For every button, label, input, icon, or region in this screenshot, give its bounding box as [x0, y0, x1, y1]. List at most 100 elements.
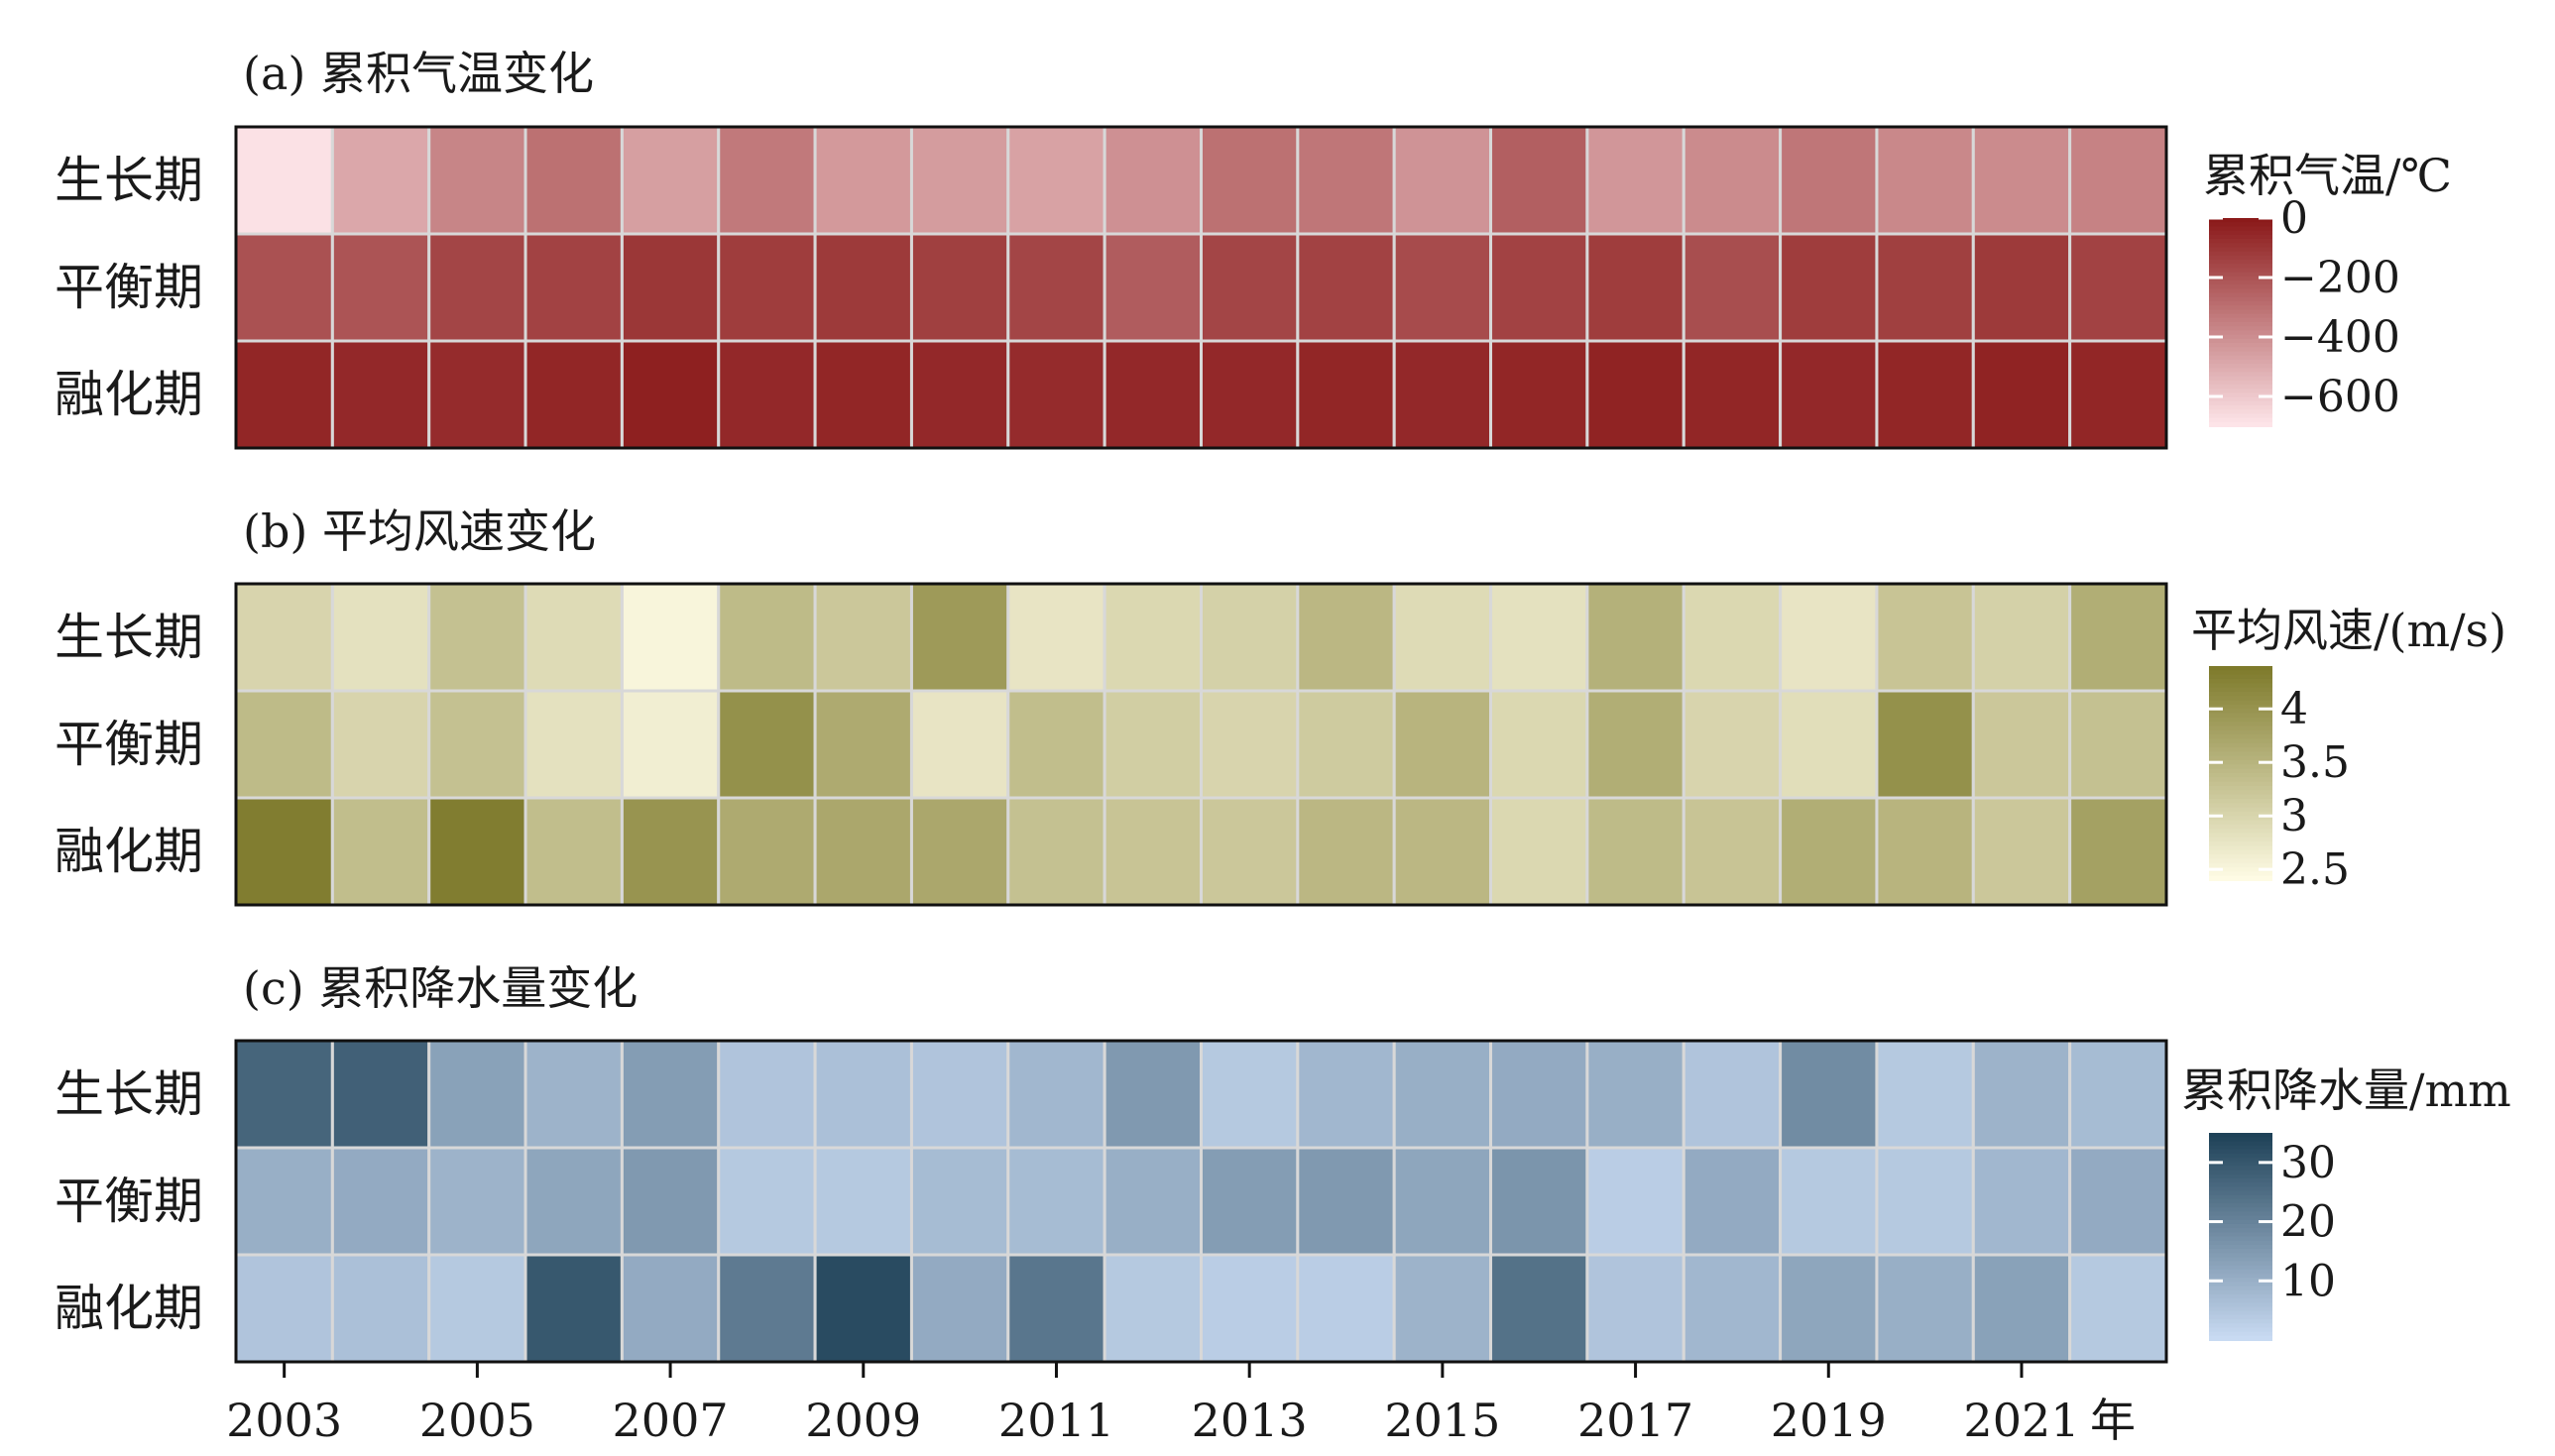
row-label-melting: 融化期: [55, 366, 203, 423]
colorbar-segment: [2209, 1149, 2272, 1155]
heatmap-cell: [1875, 1146, 1975, 1257]
colorbar-tick-label: 2.5: [2280, 844, 2350, 895]
colorbar-tick-label: 30: [2280, 1138, 2336, 1188]
colorbar-segment: [2209, 260, 2272, 266]
heatmap-cell: [909, 1039, 1010, 1150]
colorbar-segment: [2209, 1253, 2272, 1259]
heatmap-cell: [620, 1146, 721, 1257]
heatmap-cell: [1971, 1146, 2072, 1257]
heatmap-cell: [909, 582, 1010, 693]
colorbar-segment: [2209, 729, 2272, 736]
heatmap-cell: [1392, 1039, 1493, 1150]
heatmap-cell: [1779, 1039, 1879, 1150]
heatmap-cell: [1296, 1253, 1396, 1364]
heatmap-cell: [1682, 339, 1783, 450]
panel-title-wind: (b) 平均风速变化: [243, 504, 596, 558]
colorbar-segment: [2209, 696, 2272, 702]
heatmap-cell: [427, 1146, 527, 1257]
colorbar-segment: [2209, 713, 2272, 719]
heatmap-cell: [1296, 339, 1396, 450]
row-label-growth: 生长期: [55, 609, 203, 666]
heatmap-cell: [1200, 339, 1300, 450]
heatmap-cell: [1392, 689, 1493, 800]
colorbar-segment: [2209, 1310, 2272, 1316]
colorbar-segment: [2209, 392, 2272, 398]
heatmap-cell: [1392, 1253, 1493, 1364]
heatmap-cell: [1392, 1146, 1493, 1257]
year-axis-unit: 年: [2090, 1394, 2136, 1447]
heatmap-cell: [1200, 125, 1300, 236]
colorbar-segment: [2209, 380, 2272, 386]
heatmap-cell: [717, 125, 817, 236]
heatmap-cell: [909, 1146, 1010, 1257]
heatmap-cell: [2068, 1039, 2168, 1150]
heatmap-cell: [1875, 689, 1975, 800]
row-label-balance: 平衡期: [55, 259, 203, 316]
colorbar-segment: [2209, 1265, 2272, 1271]
heatmap-cell: [2068, 582, 2168, 693]
legend-title-wind: 平均风速/(m/s): [2191, 604, 2506, 657]
colorbar-segment: [2209, 400, 2272, 406]
heatmap-cell: [813, 1039, 913, 1150]
heatmap-cell: [1779, 125, 1879, 236]
colorbar-segment: [2209, 272, 2272, 278]
heatmap-cell: [1103, 232, 1204, 343]
heatmap-cell: [1875, 1039, 1975, 1150]
colorbar-segment: [2209, 313, 2272, 319]
colorbar-segment: [2209, 1228, 2272, 1234]
colorbar-segment: [2209, 338, 2272, 344]
colorbar-segment: [2209, 230, 2272, 236]
colorbar-segment: [2209, 824, 2272, 831]
colorbar-wind: 43.532.5: [2209, 666, 2350, 895]
colorbar-segment: [2209, 218, 2272, 224]
heatmap-cell: [1585, 339, 1685, 450]
panel-title-precipitation: (c) 累积降水量变化: [243, 961, 638, 1015]
heatmap-cell: [1585, 689, 1685, 800]
heatmap-cell: [1006, 232, 1106, 343]
colorbar-segment: [2209, 687, 2272, 693]
legend-title-precipitation: 累积降水量/mm: [2181, 1064, 2511, 1117]
heatmap-cell: [909, 689, 1010, 800]
colorbar-temperature: 0 −200 −400 −600: [2209, 193, 2400, 427]
heatmap-cells-wind: [234, 582, 2168, 907]
colorbar-segment: [2209, 1269, 2272, 1276]
heatmap-cell: [1489, 1253, 1589, 1364]
heatmap-cell: [1296, 232, 1396, 343]
row-label-melting: 融化期: [55, 823, 203, 880]
colorbar-segment: [2209, 276, 2272, 281]
colorbar-tick-label: −200: [2280, 253, 2400, 303]
heatmap-cells-precipitation: [234, 1039, 2168, 1364]
colorbar-segment: [2209, 1145, 2272, 1151]
heatmap-cell: [717, 1253, 817, 1364]
heatmap-cell: [1006, 689, 1106, 800]
heatmap-cell: [1103, 1039, 1204, 1150]
x-tick-label: 2009: [805, 1394, 921, 1447]
colorbar-segment: [2209, 1133, 2272, 1139]
colorbar-segment: [2209, 816, 2272, 822]
heatmap-cells-temperature: [234, 125, 2168, 450]
heatmap-cell: [1103, 796, 1204, 907]
colorbar-segment: [2209, 1186, 2272, 1192]
colorbar-segment: [2209, 837, 2272, 843]
heatmap-cell: [1971, 125, 2072, 236]
heatmap-cell: [523, 1039, 624, 1150]
colorbar-segment: [2209, 1162, 2272, 1168]
colorbar-segment: [2209, 1223, 2272, 1230]
heatmap-cell: [1200, 689, 1300, 800]
heatmap-cell: [813, 125, 913, 236]
colorbar-segment: [2209, 317, 2272, 323]
heatmap-cell: [620, 582, 721, 693]
colorbar-segment: [2209, 854, 2272, 860]
colorbar-segment: [2209, 222, 2272, 228]
heatmap-cell: [1296, 796, 1396, 907]
colorbar-segment: [2209, 1244, 2272, 1251]
x-tick-label: 2015: [1384, 1394, 1500, 1447]
colorbar-segment: [2209, 678, 2272, 685]
colorbar-segment: [2209, 871, 2272, 877]
x-tick-label: 2017: [1577, 1394, 1693, 1447]
colorbar-segment: [2209, 849, 2272, 856]
precipitation-panel: (c) 累积降水量变化 生长期 平衡期 融化期 累积降水量/mm 30 20 10: [55, 961, 2511, 1364]
heatmap-cell: [620, 232, 721, 343]
heatmap-cell: [1392, 582, 1493, 693]
colorbar-segment: [2209, 670, 2272, 676]
